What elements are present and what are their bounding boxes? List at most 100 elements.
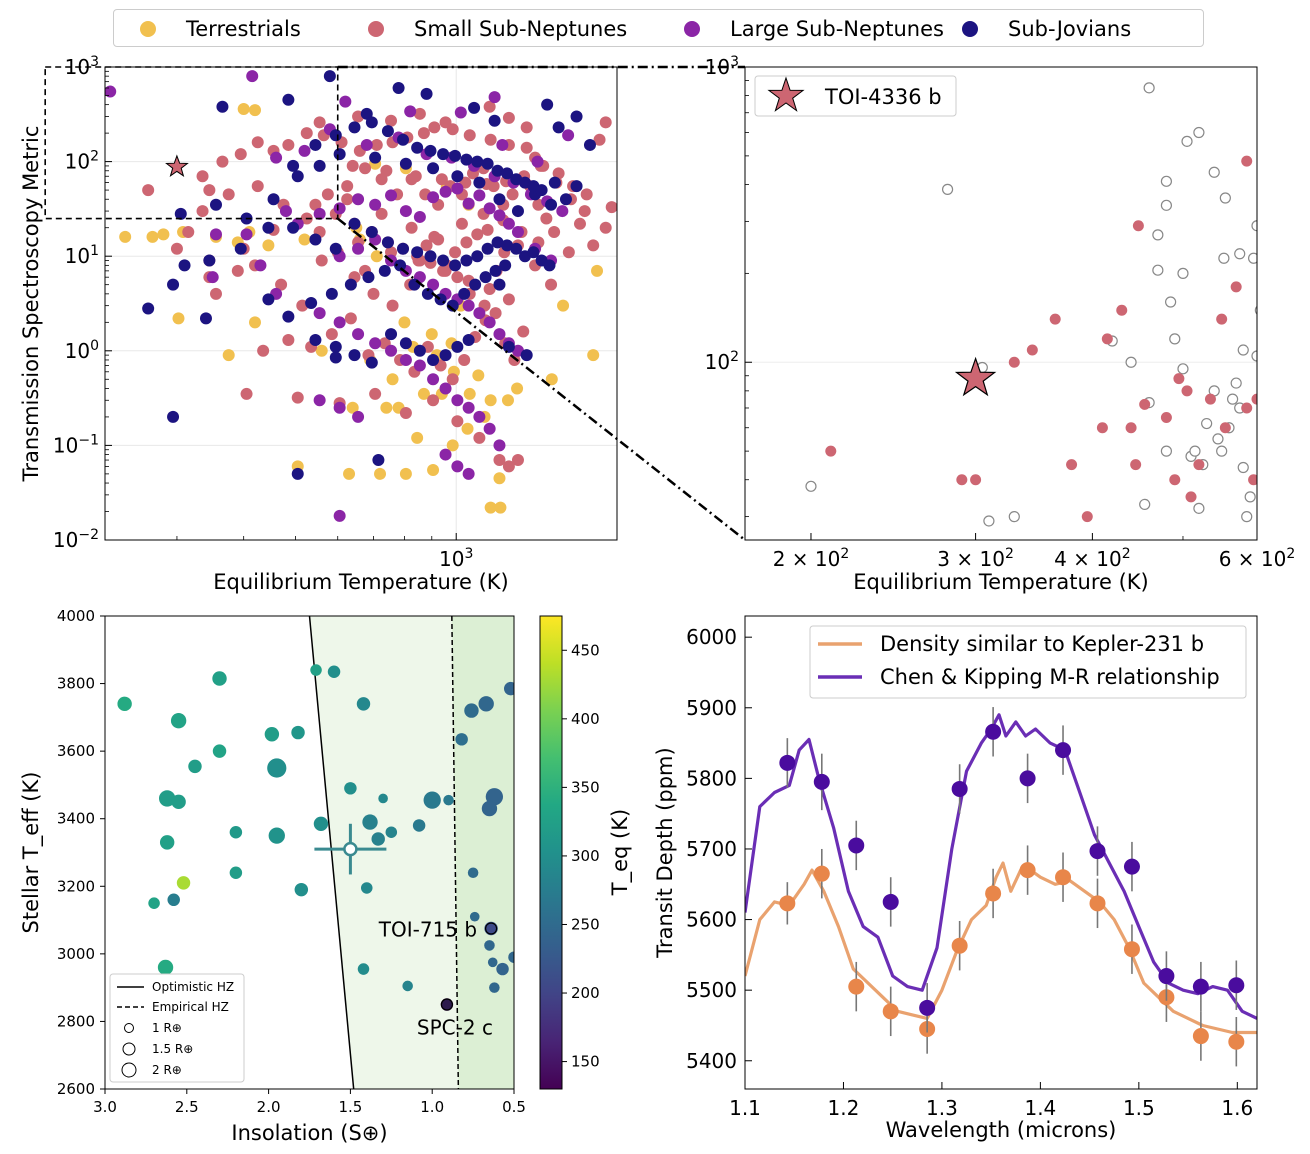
data-point [325, 328, 338, 341]
data-point [506, 188, 519, 201]
data-point [599, 116, 612, 129]
data-point [556, 205, 569, 218]
colorbar [539, 615, 563, 1090]
data-point [282, 93, 295, 106]
data-point [420, 239, 433, 252]
labeled-planet [440, 998, 454, 1011]
data-point [481, 242, 494, 255]
data-point [451, 271, 464, 284]
data-point [361, 882, 373, 894]
data-point [472, 369, 485, 382]
data-point [1123, 941, 1140, 958]
legend-size-icon [121, 1062, 137, 1078]
legend-label: 1 R⊕ [152, 1021, 182, 1035]
open-point [805, 480, 817, 492]
legend-marker-icon [368, 21, 384, 37]
data-point [385, 114, 398, 127]
data-point [171, 794, 186, 810]
data-point [365, 116, 378, 129]
x-tick-label: 2.0 [257, 1098, 281, 1116]
data-point [439, 382, 452, 395]
data-point [399, 157, 412, 170]
data-point [446, 439, 459, 452]
data-point [399, 353, 412, 366]
open-point [1237, 461, 1249, 474]
data-point [439, 116, 452, 129]
legend-label: Terrestrials [186, 17, 301, 41]
data-point [404, 105, 417, 118]
data-point [333, 509, 346, 522]
panel-b: TOI-4336 b 102 103 2 × 102 3 × 102 4 × 102 6 ×… [705, 54, 1296, 594]
data-point [919, 999, 936, 1016]
data-point [1219, 422, 1231, 434]
data-point [212, 671, 227, 686]
data-point [446, 299, 459, 312]
data-point [587, 349, 600, 362]
top-legend: Terrestrials Small Sub-Neptunes Large Sub-… [113, 9, 1204, 47]
data-point [541, 98, 554, 111]
data-point [517, 325, 530, 338]
data-point [203, 184, 216, 197]
data-point [240, 387, 253, 400]
data-point [570, 110, 583, 123]
data-point [562, 129, 575, 142]
data-point [229, 866, 243, 880]
data-point [455, 217, 468, 230]
data-point [313, 394, 326, 407]
data-point [362, 814, 378, 830]
data-point [287, 159, 300, 172]
axes-frame [744, 66, 1258, 541]
colorbar-tick-label: 350 [571, 778, 600, 796]
data-point [491, 236, 504, 249]
y-tick-label: 5500 [686, 978, 737, 1002]
open-point [1216, 445, 1228, 457]
data-point [298, 233, 311, 246]
x-tick-label: 1.0 [420, 1098, 444, 1116]
data-point [1193, 459, 1205, 471]
data-point [397, 242, 410, 255]
open-point [1143, 82, 1155, 94]
data-point [552, 121, 565, 134]
data-point [493, 472, 506, 485]
colorbar-tick-label: 450 [571, 641, 600, 659]
data-point [543, 259, 556, 272]
data-point [362, 271, 375, 284]
panel-c: TOI-715 b SPC-2 c 2600 2800 3000 3200 3400 3600… [19, 607, 633, 1145]
data-point [848, 837, 865, 854]
data-point [1241, 402, 1253, 414]
x-tick-label: 1.3 [926, 1096, 958, 1120]
data-point [451, 182, 464, 195]
data-point [460, 153, 473, 166]
plot-area [745, 707, 1257, 1067]
data-point [1130, 459, 1142, 471]
data-point [313, 816, 329, 831]
data-point [346, 159, 359, 172]
open-point [1125, 356, 1137, 368]
legend-marker-icon [962, 21, 978, 37]
scatter-points [805, 82, 1257, 527]
data-point [1139, 398, 1151, 410]
data-point [502, 217, 515, 230]
data-point [484, 501, 497, 514]
data-point [339, 95, 352, 108]
data-point [473, 307, 486, 320]
x-axis-label: Equilibrium Temperature (K) [853, 570, 1149, 594]
data-point [374, 467, 387, 480]
data-point [484, 133, 497, 146]
data-point [520, 349, 533, 362]
open-point [1165, 296, 1177, 308]
data-point [439, 448, 452, 461]
x-tick-label: 4 × 102 [1054, 546, 1131, 571]
data-point [212, 744, 227, 758]
data-point [159, 835, 175, 850]
data-point [462, 334, 475, 347]
x-tick-label: 6 × 102 [1219, 546, 1296, 571]
x-tick-label: 3.0 [93, 1098, 117, 1116]
data-point [167, 278, 180, 291]
data-point [360, 138, 373, 151]
x-axis-label: Wavelength (microns) [886, 1118, 1117, 1142]
y-tick-label: 101 [65, 243, 99, 268]
data-point [813, 773, 830, 790]
data-point [386, 373, 399, 386]
